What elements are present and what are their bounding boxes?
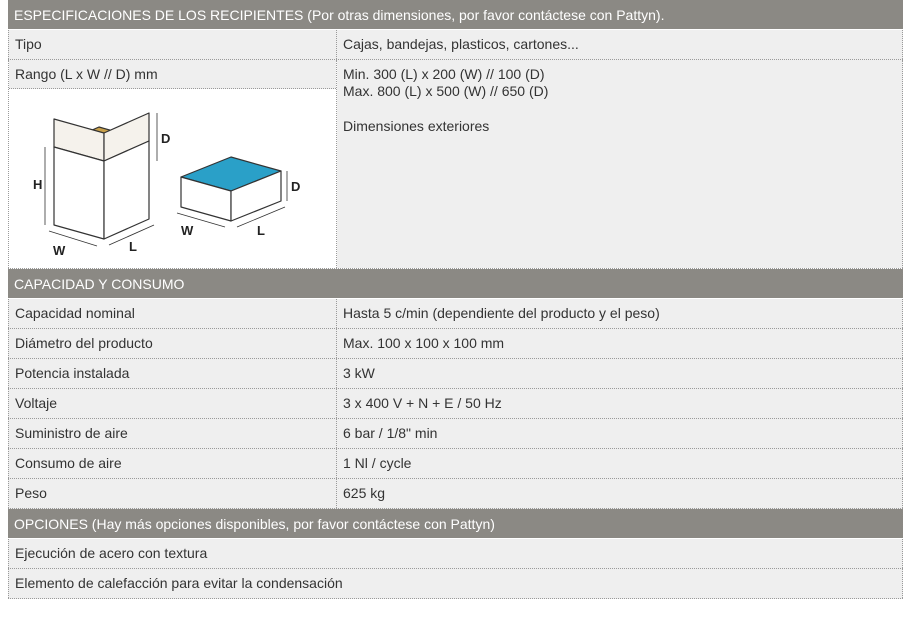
value: 625 kg (337, 479, 903, 508)
figure-label: L (129, 239, 137, 254)
value: 6 bar / 1/8" min (337, 419, 903, 448)
row: Suministro de aire 6 bar / 1/8" min (8, 419, 903, 449)
section-header: OPCIONES (Hay más opciones disponibles, … (8, 509, 903, 539)
key: Voltaje (8, 389, 337, 418)
row: Ejecución de acero con textura (8, 539, 903, 569)
value-line: Min. 300 (L) x 200 (W) // 100 (D) (343, 66, 545, 82)
row: Diámetro del producto Max. 100 x 100 x 10… (8, 329, 903, 359)
key: Potencia instalada (8, 359, 337, 388)
key: Tipo (8, 30, 337, 59)
figure-label: D (161, 131, 170, 146)
spec-table: ESPECIFICACIONES DE LOS RECIPIENTES (Por… (8, 0, 903, 599)
range-row: Rango (L x W // D) mm (8, 60, 903, 269)
row: Consumo de aire 1 Nl / cycle (8, 449, 903, 479)
row: Peso 625 kg (8, 479, 903, 509)
value: 3 x 400 V + N + E / 50 Hz (337, 389, 903, 418)
value: 1 Nl / cycle (337, 449, 903, 478)
option: Elemento de calefacción para evitar la c… (8, 569, 903, 598)
key: Capacidad nominal (8, 299, 337, 328)
option: Ejecución de acero con textura (8, 539, 903, 568)
value-line: Max. 800 (L) x 500 (W) // 650 (D) (343, 83, 549, 99)
key: Rango (L x W // D) mm (9, 60, 336, 89)
value: Max. 100 x 100 x 100 mm (337, 329, 903, 358)
key: Diámetro del producto (8, 329, 337, 358)
section-header: ESPECIFICACIONES DE LOS RECIPIENTES (Por… (8, 0, 903, 30)
range-left: Rango (L x W // D) mm (8, 60, 337, 268)
row: Tipo Cajas, bandejas, plasticos, cartone… (8, 30, 903, 60)
value: Hasta 5 c/min (dependiente del producto … (337, 299, 903, 328)
figure-label: W (181, 223, 194, 238)
row: Elemento de calefacción para evitar la c… (8, 569, 903, 599)
value: 3 kW (337, 359, 903, 388)
key: Suministro de aire (8, 419, 337, 448)
figure-label: D (291, 179, 300, 194)
value-line: Dimensiones exteriores (343, 118, 490, 134)
option-rows: Ejecución de acero con textura Elemento d… (8, 539, 903, 599)
key: Consumo de aire (8, 449, 337, 478)
box-figure: H D W L D W L (33, 112, 300, 258)
figure-label: L (257, 223, 265, 238)
row: Capacidad nominal Hasta 5 c/min (dependie… (8, 299, 903, 329)
figure-label: H (33, 177, 42, 192)
section-header: CAPACIDAD Y CONSUMO (8, 269, 903, 299)
row: Voltaje 3 x 400 V + N + E / 50 Hz (8, 389, 903, 419)
range-value: Min. 300 (L) x 200 (W) // 100 (D) Max. 8… (337, 60, 903, 268)
value: Cajas, bandejas, plasticos, cartones... (337, 30, 903, 59)
row: Potencia instalada 3 kW (8, 359, 903, 389)
key: Peso (8, 479, 337, 508)
capacity-rows: Capacidad nominal Hasta 5 c/min (dependie… (8, 299, 903, 509)
figure-label: W (53, 243, 66, 258)
